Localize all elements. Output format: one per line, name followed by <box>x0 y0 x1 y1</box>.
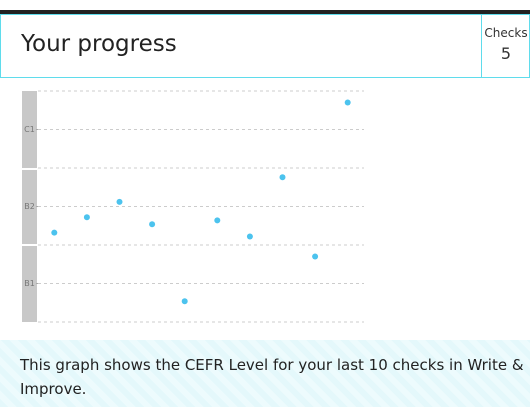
y-tick-label: C1 <box>24 125 35 134</box>
title: Your progress <box>21 31 177 57</box>
point <box>51 229 58 236</box>
y-tick-label: B1 <box>24 279 35 288</box>
top-bar <box>0 10 530 14</box>
checks-value: 5 <box>500 44 512 63</box>
level-band <box>22 91 37 168</box>
header: Your progress Checks 5 <box>0 14 530 78</box>
point <box>181 298 188 305</box>
level-band <box>22 170 37 244</box>
point <box>246 233 253 240</box>
footer: This graph shows the CEFR Level for your… <box>0 340 530 407</box>
point <box>344 99 351 106</box>
level-band <box>22 246 37 322</box>
point <box>116 198 123 205</box>
checks-label: Checks <box>484 26 528 40</box>
point <box>312 253 319 260</box>
footer-text: This graph shows the CEFR Level for your… <box>20 356 524 398</box>
point <box>149 221 156 228</box>
chart: B1 B2 C1 <box>22 90 364 323</box>
point <box>279 174 286 181</box>
checks-cell: Checks 5 <box>481 15 530 77</box>
point <box>83 214 90 221</box>
point <box>214 217 221 224</box>
y-tick-label: B2 <box>24 202 35 211</box>
